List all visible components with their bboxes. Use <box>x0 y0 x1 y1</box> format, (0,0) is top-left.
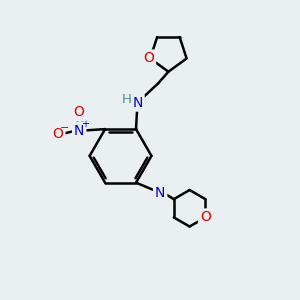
Text: N: N <box>74 124 84 138</box>
Text: O: O <box>143 52 154 65</box>
Text: N: N <box>155 186 165 200</box>
Text: +: + <box>81 119 89 129</box>
Text: N: N <box>132 96 143 110</box>
Text: −: − <box>60 123 69 133</box>
Text: O: O <box>74 105 85 119</box>
Text: O: O <box>52 127 63 141</box>
Text: O: O <box>200 210 211 224</box>
Text: H: H <box>122 93 131 106</box>
